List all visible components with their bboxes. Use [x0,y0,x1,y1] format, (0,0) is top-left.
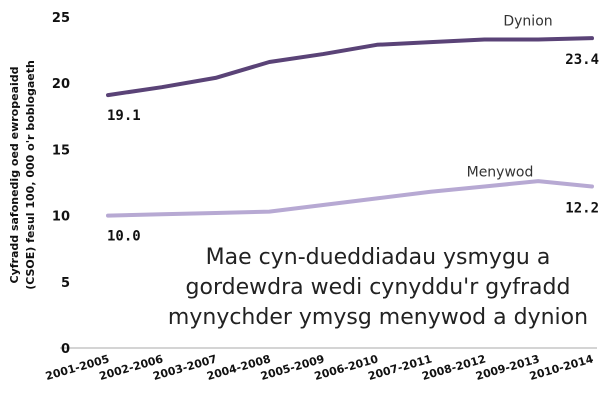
annotation-line-1: Mae cyn-dueddiadau ysmygu a [206,245,551,270]
annotation-line-2: gordewdra wedi cynyddu'r gyfradd [186,275,571,300]
annotation-line-3: mynychder ymysg menywod a dynion [168,305,588,330]
y-tick-label-0: 0 [61,342,70,357]
series-name-label-menywod: Menywod [467,164,534,180]
y-tick-labels: 0 5 10 15 20 25 [52,11,70,357]
end-value-label-menywod: 12.2 [565,200,599,216]
series-labels: 19.1 23.4 10.0 12.2 Dynion Menywod [107,14,599,245]
end-value-label-dynion: 23.4 [565,52,599,68]
y-tick-label-15: 15 [52,143,70,158]
annotation: Mae cyn-dueddiadau ysmygu a gordewdra we… [168,245,588,330]
series-line-dynion [106,36,594,98]
y-tick-label-25: 25 [52,11,70,26]
x-tick-labels: 2001-20052002-20062003-20072004-20082005… [44,352,595,383]
start-value-label-menywod: 10.0 [107,229,141,245]
y-tick-label-20: 20 [52,77,70,92]
start-value-label-dynion: 19.1 [107,108,141,124]
y-axis-title-line-2: (CSOE) fesul 100, 000 o'r boblogaeth [24,60,37,290]
y-tick-label-5: 5 [61,276,70,291]
y-tick-label-10: 10 [52,210,70,225]
y-axis-title-line-1: Cyfradd safonedig oed ewropeaidd [8,66,21,283]
series-lines [106,36,594,218]
series-line-menywod [106,179,594,218]
series-name-label-dynion: Dynion [503,14,552,30]
